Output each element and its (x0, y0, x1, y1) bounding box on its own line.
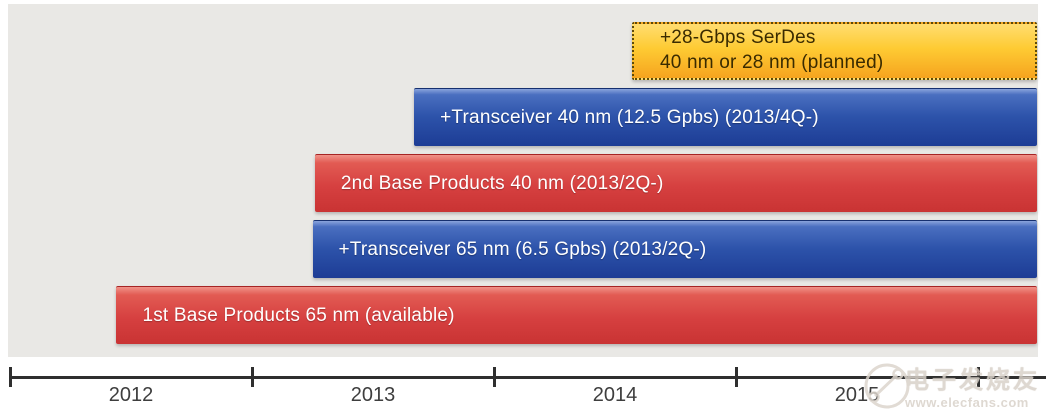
roadmap-bar-base-products-1st-65nm: 1st Base Products 65 nm (available) (116, 286, 1037, 344)
axis-year-label-2015: 2015 (834, 384, 880, 406)
axis-tick-2013 (251, 367, 254, 387)
axis-tick-2014 (493, 367, 496, 387)
bar-sublabel: 40 nm or 28 nm (planned) (659, 52, 884, 73)
watermark-text: 电子发烧友 www.elecfans.com (905, 360, 1047, 410)
axis-year-label-2012: 2012 (108, 384, 154, 406)
roadmap-bar-transceiver-40nm: +Transceiver 40 nm (12.5 Gpbs) (2013/4Q-… (414, 88, 1037, 146)
roadmap-bar-base-products-2nd-40nm: 2nd Base Products 40 nm (2013/2Q-) (314, 154, 1037, 212)
roadmap-bar-transceiver-65nm: +Transceiver 65 nm (6.5 Gpbs) (2013/2Q-) (312, 220, 1037, 278)
watermark-url-text: www.elecfans.com (905, 395, 1029, 410)
axis-tick-2015 (735, 367, 738, 387)
axis-year-label-2014: 2014 (592, 384, 638, 406)
axis-line (10, 376, 1046, 379)
bar-label: 2nd Base Products 40 nm (2013/2Q-) (340, 172, 664, 194)
bar-label: 1st Base Products 65 nm (available) (142, 304, 455, 326)
bar-label: +28-Gbps SerDes (659, 27, 816, 49)
elecfans-watermark: 电子发烧友 www.elecfans.com (864, 356, 1049, 414)
bar-label: +Transceiver 65 nm (6.5 Gpbs) (2013/2Q-) (338, 238, 707, 260)
roadmap-bar-serdes-28gbps: +28-Gbps SerDes 40 nm or 28 nm (planned) (631, 22, 1037, 80)
axis-year-label-2013: 2013 (350, 384, 396, 406)
axis-tick-2012 (9, 367, 12, 387)
axis-tick-2016 (977, 367, 980, 387)
bar-label: +Transceiver 40 nm (12.5 Gpbs) (2013/4Q-… (440, 106, 819, 128)
